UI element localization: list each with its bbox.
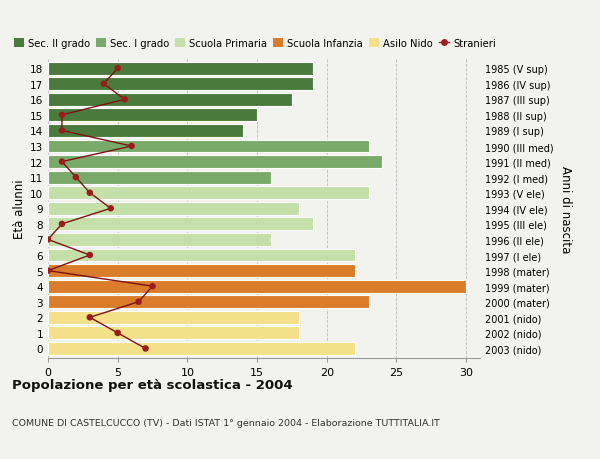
Point — [57, 112, 67, 119]
Bar — [48, 234, 271, 246]
Point — [148, 283, 157, 290]
Bar — [48, 202, 299, 215]
Point — [113, 65, 122, 73]
Bar — [48, 171, 271, 184]
Bar — [48, 62, 313, 75]
Point — [85, 252, 95, 259]
Y-axis label: Anni di nascita: Anni di nascita — [559, 165, 572, 252]
Point — [120, 96, 130, 104]
Point — [141, 345, 151, 353]
Point — [57, 128, 67, 135]
Bar — [48, 125, 243, 138]
Bar — [48, 109, 257, 122]
Bar — [48, 280, 466, 293]
Point — [85, 314, 95, 321]
Point — [113, 330, 122, 337]
Bar — [48, 187, 368, 200]
Point — [127, 143, 136, 151]
Point — [85, 190, 95, 197]
Point — [43, 267, 53, 274]
Legend: Sec. II grado, Sec. I grado, Scuola Primaria, Scuola Infanzia, Asilo Nido, Stran: Sec. II grado, Sec. I grado, Scuola Prim… — [14, 39, 496, 49]
Bar — [48, 342, 355, 355]
Point — [99, 81, 109, 88]
Point — [134, 298, 143, 306]
Point — [57, 221, 67, 228]
Bar — [48, 249, 355, 262]
Point — [43, 236, 53, 244]
Bar — [48, 296, 368, 308]
Point — [106, 205, 116, 213]
Bar — [48, 140, 368, 153]
Bar — [48, 311, 299, 324]
Bar — [48, 218, 313, 231]
Point — [57, 158, 67, 166]
Bar — [48, 265, 355, 277]
Bar — [48, 327, 299, 340]
Y-axis label: Età alunni: Età alunni — [13, 179, 26, 239]
Bar — [48, 156, 382, 168]
Text: Popolazione per età scolastica - 2004: Popolazione per età scolastica - 2004 — [12, 379, 293, 392]
Bar — [48, 94, 292, 106]
Text: COMUNE DI CASTELCUCCO (TV) - Dati ISTAT 1° gennaio 2004 - Elaborazione TUTTITALI: COMUNE DI CASTELCUCCO (TV) - Dati ISTAT … — [12, 418, 440, 427]
Point — [71, 174, 80, 181]
Bar — [48, 78, 313, 91]
